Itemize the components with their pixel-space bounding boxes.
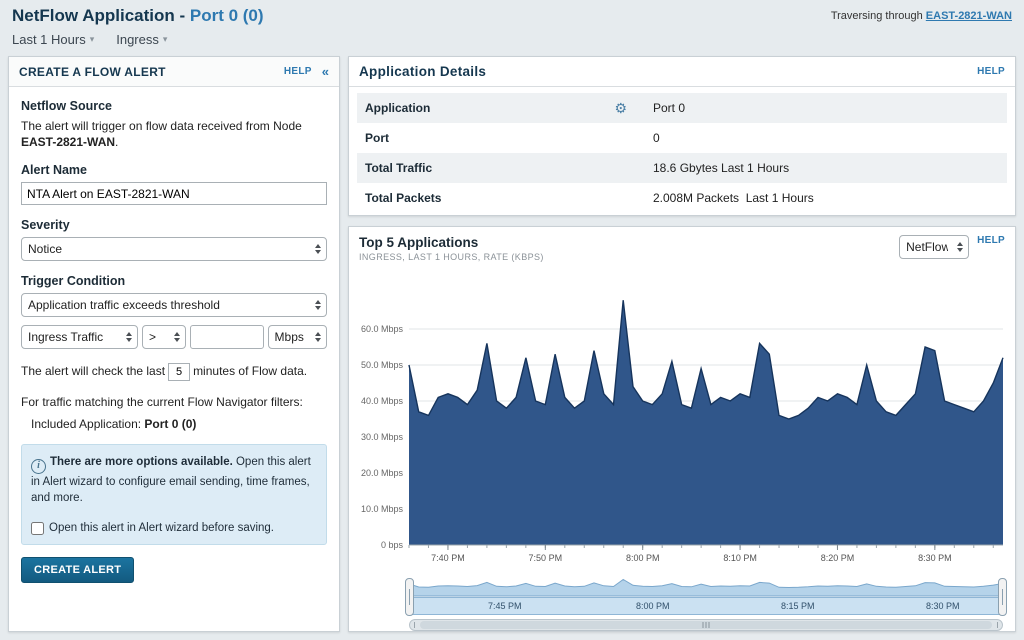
info-bold-text: There are more options available. (50, 456, 233, 468)
operator-select[interactable]: > (142, 325, 186, 349)
direction-dropdown[interactable]: Ingress ▾ (116, 32, 167, 47)
table-row: Total Traffic 18.6 Gbytes Last 1 Hours (357, 153, 1007, 183)
row-label: Total Traffic (365, 161, 432, 175)
table-row: Total Packets 2.008M Packets Last 1 Hour… (357, 183, 1007, 213)
check-minutes-input[interactable] (168, 363, 190, 381)
netflow-source-heading: Netflow Source (21, 99, 327, 113)
details-table: Application ⚙ Port 0 Port 0 Total Traffi… (349, 87, 1015, 213)
svg-text:60.0 Mbps: 60.0 Mbps (361, 324, 404, 334)
node-link[interactable]: EAST-2821-WAN (926, 10, 1012, 22)
unit-select[interactable]: Mbps (268, 325, 327, 349)
info-icon: i (31, 459, 46, 474)
chart-brush-selection[interactable]: 7:45 PM 8:00 PM 8:15 PM 8:30 PM (409, 597, 1003, 615)
page-title-text: NetFlow Application - (12, 6, 185, 25)
application-link[interactable]: Port 0 (0) (190, 6, 264, 25)
svg-text:8:20 PM: 8:20 PM (821, 553, 855, 563)
severity-heading: Severity (21, 218, 327, 232)
brush-right-handle[interactable] (998, 578, 1007, 616)
severity-select[interactable]: Notice (21, 237, 327, 261)
alert-panel-title: CREATE A FLOW ALERT (19, 65, 166, 79)
check-text-after: minutes of Flow data. (193, 364, 307, 378)
page-header: NetFlow Application - Port 0 (0) Last 1 … (12, 6, 1012, 52)
svg-text:0 bps: 0 bps (381, 540, 404, 550)
included-value: Port 0 (0) (144, 417, 196, 431)
included-application-line: Included Application: Port 0 (0) (21, 417, 327, 431)
time-range-label: Last 1 Hours (12, 32, 86, 47)
svg-text:8:00 PM: 8:00 PM (626, 553, 660, 563)
brush-time-label: 8:15 PM (781, 601, 815, 611)
header-filters: Last 1 Hours ▾ Ingress ▾ (12, 32, 1012, 47)
row-value: 18.6 Gbytes Last 1 Hours (653, 161, 789, 175)
details-help-link[interactable]: HELP (977, 66, 1005, 77)
details-title: Application Details (359, 64, 486, 79)
included-label: Included Application: (31, 417, 144, 431)
source-period: . (115, 135, 118, 149)
svg-text:40.0 Mbps: 40.0 Mbps (361, 396, 404, 406)
threshold-row: Ingress Traffic > Mbps (21, 325, 327, 349)
table-row: Port 0 (357, 123, 1007, 153)
alert-name-heading: Alert Name (21, 163, 327, 177)
traversing-label: Traversing through (831, 10, 926, 22)
flow-source-select[interactable]: NetFlow (899, 235, 969, 259)
svg-text:20.0 Mbps: 20.0 Mbps (361, 468, 404, 478)
brush-time-label: 8:30 PM (926, 601, 960, 611)
chart-header: Top 5 Applications INGRESS, LAST 1 HOURS… (349, 227, 1015, 267)
create-alert-button[interactable]: CREATE ALERT (21, 557, 134, 583)
traffic-type-select[interactable]: Ingress Traffic (21, 325, 138, 349)
svg-text:7:40 PM: 7:40 PM (431, 553, 465, 563)
svg-text:10.0 Mbps: 10.0 Mbps (361, 504, 404, 514)
alert-panel-header: CREATE A FLOW ALERT HELP « (9, 57, 339, 87)
threshold-value-input[interactable] (190, 325, 264, 349)
wizard-checkbox[interactable] (31, 522, 44, 535)
collapse-panel-icon[interactable]: « (322, 64, 329, 79)
chevron-down-icon: ▾ (90, 34, 95, 45)
create-flow-alert-panel: CREATE A FLOW ALERT HELP « Netflow Sourc… (8, 56, 340, 632)
trigger-condition-heading: Trigger Condition (21, 274, 327, 288)
chevron-down-icon: ▾ (163, 34, 168, 45)
top-applications-card: Top 5 Applications INGRESS, LAST 1 HOURS… (348, 226, 1016, 632)
gear-icon[interactable]: ⚙ (614, 100, 627, 117)
svg-text:7:50 PM: 7:50 PM (529, 553, 563, 563)
top-apps-chart: 0 bps 10.0 Mbps 20.0 Mbps 30.0 Mbps 40.0 Mbp… (353, 285, 1011, 573)
svg-text:30.0 Mbps: 30.0 Mbps (361, 432, 404, 442)
trigger-condition-select[interactable]: Application traffic exceeds threshold (21, 293, 327, 317)
source-text: The alert will trigger on flow data rece… (21, 119, 302, 133)
brush-left-handle[interactable] (405, 578, 414, 616)
row-label: Port (365, 131, 389, 145)
wizard-checkbox-row: Open this alert in Alert wizard before s… (31, 520, 317, 536)
check-text-before: The alert will check the last (21, 364, 165, 378)
svg-text:8:10 PM: 8:10 PM (723, 553, 757, 563)
brush-time-label: 7:45 PM (488, 601, 522, 611)
svg-text:50.0 Mbps: 50.0 Mbps (361, 360, 404, 370)
chart-help-link[interactable]: HELP (977, 235, 1005, 246)
chart-horizontal-scrollbar[interactable] (409, 619, 1003, 631)
check-interval-line: The alert will check the last minutes of … (21, 360, 327, 382)
scrollbar-grip-icon[interactable] (703, 622, 710, 628)
brush-time-label: 8:00 PM (636, 601, 670, 611)
alert-name-input[interactable] (21, 182, 327, 205)
flow-filters-text: For traffic matching the current Flow Na… (21, 395, 327, 409)
application-details-card: Application Details HELP Application ⚙ P… (348, 56, 1016, 216)
row-label: Total Packets (365, 191, 441, 205)
traversing-note: Traversing through EAST-2821-WAN (831, 10, 1012, 22)
alert-help-link[interactable]: HELP (284, 66, 312, 77)
more-options-info-box: i There are more options available. Open … (21, 444, 327, 545)
row-value: 2.008M Packets Last 1 Hours (653, 191, 814, 205)
wizard-checkbox-label: Open this alert in Alert wizard before s… (49, 520, 274, 536)
chart-brush-minichart[interactable] (409, 577, 1003, 597)
source-node-name: EAST-2821-WAN (21, 135, 115, 149)
row-value: Port 0 (653, 101, 685, 115)
svg-text:8:30 PM: 8:30 PM (918, 553, 952, 563)
scrollbar-right-cap (997, 622, 998, 628)
table-row: Application ⚙ Port 0 (357, 93, 1007, 123)
row-value: 0 (653, 131, 660, 145)
time-range-dropdown[interactable]: Last 1 Hours ▾ (12, 32, 94, 47)
details-header: Application Details HELP (349, 57, 1015, 87)
netflow-source-text: The alert will trigger on flow data rece… (21, 118, 327, 150)
direction-label: Ingress (116, 32, 159, 47)
alert-panel-body: Netflow Source The alert will trigger on… (9, 87, 339, 593)
row-label: Application (365, 101, 430, 115)
scrollbar-left-cap (414, 622, 415, 628)
